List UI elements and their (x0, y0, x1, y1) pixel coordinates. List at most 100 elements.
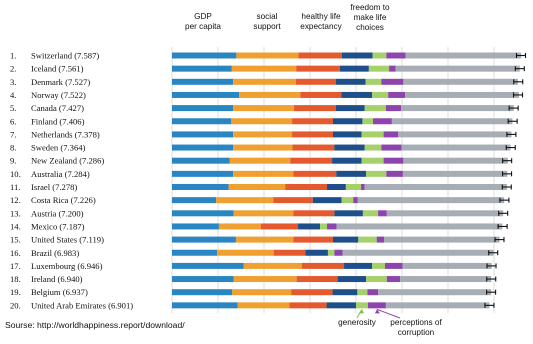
column-label-healthy-life-expectancy: healthy life expectancy (300, 12, 342, 31)
bar-segment (368, 65, 390, 72)
bar-segment (218, 223, 261, 230)
bar-segment (296, 65, 340, 72)
bar-segment (236, 52, 299, 59)
bar-segment (366, 276, 387, 283)
bar-segment (391, 118, 513, 125)
bar-segment (233, 170, 294, 177)
bar-segment (336, 170, 367, 177)
bar-segment (335, 105, 365, 112)
bar-segment (385, 105, 402, 112)
bar-segment (233, 105, 294, 112)
bar-stack-group (172, 52, 522, 309)
bar-segment (335, 78, 366, 85)
bar-segment (172, 144, 234, 151)
bar-segment (293, 105, 336, 112)
bar-segment (289, 302, 327, 309)
bar-segment (334, 210, 363, 217)
country-label: Brazil (6.983) (31, 248, 79, 258)
country-rank: 9. (10, 156, 16, 166)
bar-segment (172, 236, 236, 243)
bar-segment (357, 197, 505, 204)
country-label: Mexico (7.187) (31, 221, 85, 231)
bar-segment (357, 289, 368, 296)
country-rank: 20. (10, 300, 21, 310)
bar-segment (341, 52, 373, 59)
column-label-gdp: GDP per capita (185, 12, 221, 31)
country-rank: 11. (10, 182, 20, 192)
bar-segment (339, 65, 369, 72)
source-note: Sourse: http://worldhappiness.report/dow… (5, 320, 185, 330)
bar-segment (333, 118, 363, 125)
bar-segment (405, 52, 522, 59)
bar-segment (402, 262, 492, 269)
bar-segment (342, 249, 494, 256)
callout-perceptions-of-corruption: perceptions of corruption (390, 318, 442, 337)
bar-segment (231, 65, 297, 72)
bar-segment (237, 302, 290, 309)
column-label-social-support: social support (253, 12, 281, 31)
bar-segment (372, 262, 385, 269)
bar-segment (353, 197, 358, 204)
bar-segment (334, 144, 365, 151)
country-label: Austria (7.200) (31, 208, 84, 218)
bar-segment (386, 276, 401, 283)
bar-segment (327, 249, 335, 256)
bar-segment (386, 170, 403, 177)
bar-segment (373, 118, 392, 125)
bar-segment (381, 144, 402, 151)
bar-segment (172, 197, 217, 204)
corruption-pointer (376, 308, 401, 319)
bar-segment (296, 276, 338, 283)
bar-segment (403, 78, 518, 85)
country-label: United Arab Emirates (6.901) (31, 300, 133, 310)
bar-segment (172, 157, 230, 164)
bar-segment (385, 302, 490, 309)
bar-segment (293, 210, 335, 217)
bar-segment (300, 91, 342, 98)
country-rank: 15. (10, 235, 21, 245)
bar-segment (361, 131, 384, 138)
country-label: Canada (7.427) (31, 103, 84, 113)
bar-segment (383, 157, 404, 164)
country-rank: 19. (10, 287, 21, 297)
callout-pointers (356, 308, 401, 319)
bar-segment (172, 184, 229, 190)
error-bar-group (484, 53, 527, 308)
bar-segment (172, 302, 238, 309)
country-rank: 13. (10, 208, 21, 218)
bar-segment (381, 78, 404, 85)
bar-segment (217, 249, 274, 256)
bar-segment (365, 78, 382, 85)
bar-segment (378, 289, 492, 296)
bar-segment (293, 170, 337, 177)
bar-segment (172, 78, 234, 85)
bar-segment (401, 105, 514, 112)
bar-segment (361, 184, 365, 190)
country-label: Switzerland (7.587) (31, 51, 99, 61)
bar-segment (332, 157, 362, 164)
country-rank: 16. (10, 248, 21, 258)
bar-segment (372, 91, 389, 98)
bar-segment (356, 302, 368, 309)
bar-segment (233, 78, 296, 85)
country-rank: 18. (10, 274, 21, 284)
corruption-pointer-head (374, 309, 380, 314)
bar-segment (327, 184, 346, 190)
country-rank: 7. (10, 129, 16, 139)
bar-segment (389, 65, 396, 72)
bar-segment (312, 197, 342, 204)
bar-segment (362, 118, 374, 125)
grid-lines (171, 47, 495, 313)
bar-segment (401, 144, 511, 151)
country-label: Australia (7.284) (31, 169, 90, 179)
bar-segment (291, 289, 333, 296)
country-rank: 2. (10, 64, 16, 74)
country-rank: 1. (10, 51, 16, 61)
bar-segment (364, 105, 386, 112)
bar-segment (216, 197, 274, 204)
country-rank: 12. (10, 195, 21, 205)
bar-segment (400, 276, 492, 283)
bar-segment (361, 157, 384, 164)
